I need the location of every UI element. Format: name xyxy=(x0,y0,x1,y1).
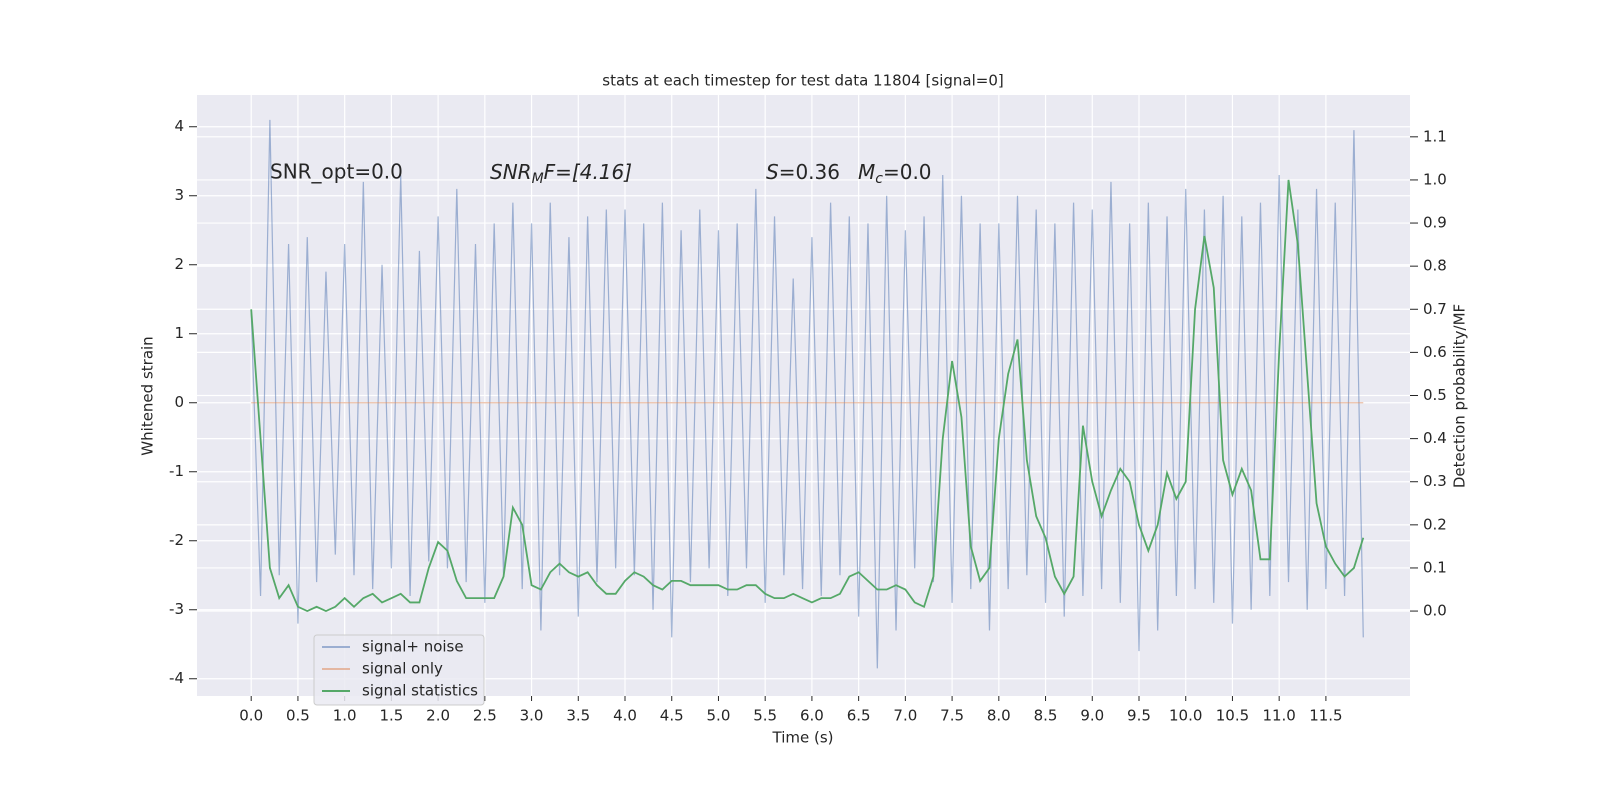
y2-axis-label: Detection probability/MF xyxy=(1451,304,1469,488)
y-tick-label: 2 xyxy=(174,255,184,273)
y-tick-label: -2 xyxy=(169,531,184,549)
x-tick-label: 1.0 xyxy=(333,707,357,725)
y2-tick-label: 0.0 xyxy=(1423,602,1447,620)
x-tick-label: 9.5 xyxy=(1127,707,1151,725)
x-tick-label: 3.0 xyxy=(520,707,544,725)
x-tick-label: 6.0 xyxy=(800,707,824,725)
x-tick-label: 8.0 xyxy=(987,707,1011,725)
y2-tick-label: 0.8 xyxy=(1423,257,1447,275)
annotation-part: c xyxy=(875,171,883,187)
annotation: SNR_opt=0.0 xyxy=(270,160,403,184)
grid xyxy=(197,95,1410,696)
x-tick-label: 11.5 xyxy=(1309,707,1342,725)
x-tick-label: 2.0 xyxy=(426,707,450,725)
y2-tick-label: 0.4 xyxy=(1423,429,1447,447)
ticks: 0.0 0.5 1.0 1.5 2.0 2.5 3.0 3.5 4.0 4.5 5.0 5.5 6.0 6… xyxy=(169,117,1447,724)
legend: signal+ noise signal only signal statistic… xyxy=(313,634,485,706)
series-line xyxy=(250,119,1364,669)
x-tick-label: 3.5 xyxy=(566,707,590,725)
y-tick-label: -1 xyxy=(169,462,184,480)
y-tick-label: 0 xyxy=(174,393,184,411)
y2-tick-label: 0.9 xyxy=(1423,214,1447,232)
y2-tick-label: 0.3 xyxy=(1423,472,1447,490)
x-tick-label: 7.5 xyxy=(940,707,964,725)
x-tick-label: 2.5 xyxy=(473,707,497,725)
x-tick-label: 0.0 xyxy=(239,707,263,725)
y-tick-label: 4 xyxy=(174,117,184,135)
x-axis-label: Time (s) xyxy=(772,729,834,747)
x-tick-label: 8.5 xyxy=(1034,707,1058,725)
x-tick-label: 10.0 xyxy=(1169,707,1202,725)
x-tick-label: 5.0 xyxy=(707,707,731,725)
legend-box xyxy=(313,634,485,706)
annotation-part: F=[4.16] xyxy=(544,160,632,184)
y2-tick-label: 0.5 xyxy=(1423,386,1447,404)
legend-label: signal only xyxy=(362,660,443,678)
series-line xyxy=(250,179,1365,613)
y-tick-label: 3 xyxy=(174,186,184,204)
x-tick-label: 4.0 xyxy=(613,707,637,725)
legend-label: signal statistics xyxy=(362,682,478,700)
y2-tick-label: 0.6 xyxy=(1423,343,1447,361)
y-tick-label: 1 xyxy=(174,324,184,342)
annotation-part: M xyxy=(858,160,875,184)
x-tick-label: 5.5 xyxy=(753,707,777,725)
y2-tick-label: 1.1 xyxy=(1423,127,1447,145)
annotation-part: =0.36 xyxy=(779,160,840,184)
chart-title: stats at each timestep for test data 118… xyxy=(602,72,1003,90)
y-tick-label: -3 xyxy=(169,600,184,618)
legend-label: signal+ noise xyxy=(362,638,464,656)
x-tick-label: 6.5 xyxy=(847,707,871,725)
y-axis-label: Whitened strain xyxy=(139,336,157,455)
x-tick-label: 9.0 xyxy=(1080,707,1104,725)
y2-tick-label: 0.1 xyxy=(1423,558,1447,576)
annotation: SNRMF=[4.16] xyxy=(490,160,632,188)
annotation-part: SNR xyxy=(490,160,532,184)
annotation-part: S xyxy=(766,160,779,184)
x-tick-label: 4.5 xyxy=(660,707,684,725)
y-tick-label: -4 xyxy=(169,669,184,687)
annotation: S=0.36 xyxy=(766,160,840,184)
y2-tick-label: 0.2 xyxy=(1423,515,1447,533)
annotation-part: M xyxy=(532,171,544,187)
y2-tick-label: 0.7 xyxy=(1423,300,1447,318)
annotations: SNR_opt=0.0 SNRMF=[4.16] S=0.36 Mc=0.0 xyxy=(270,160,932,188)
x-tick-label: 11.0 xyxy=(1262,707,1295,725)
x-tick-label: 7.0 xyxy=(893,707,917,725)
x-tick-label: 1.5 xyxy=(379,707,403,725)
x-tick-label: 10.5 xyxy=(1216,707,1249,725)
y2-tick-label: 1.0 xyxy=(1423,170,1447,188)
annotation: Mc=0.0 xyxy=(858,160,932,188)
marks xyxy=(250,119,1365,669)
x-tick-label: 0.5 xyxy=(286,707,310,725)
annotation-part: =0.0 xyxy=(883,160,932,184)
